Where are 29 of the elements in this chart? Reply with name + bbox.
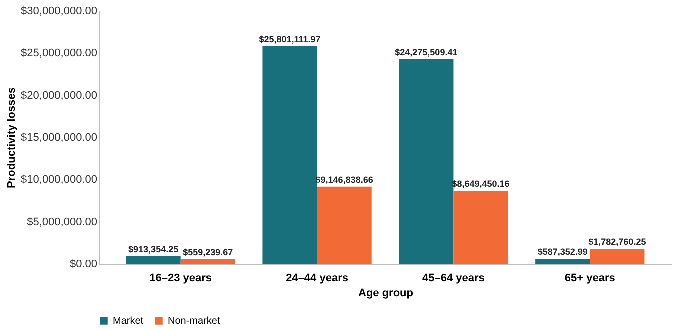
x-tick-label: 16–23 years [150,272,212,284]
y-tick-label: $10,000,000.00 [21,174,98,186]
y-tick-label: $15,000,000.00 [21,132,98,144]
data-label: $1,782,760.25 [588,236,646,247]
y-tick-label: $0.00 [70,258,98,270]
x-axis-title: Age group [358,288,414,300]
y-tick-label: $20,000,000.00 [21,90,98,102]
x-tick-label: 45–64 years [422,272,485,284]
data-label: $913,354.25 [128,244,179,254]
y-tick-label: $30,000,000.00 [21,6,98,18]
bar [536,259,590,264]
y-tick-label: $5,000,000.00 [27,216,98,228]
bar [126,256,181,264]
y-tick-label: $25,000,000.00 [21,48,98,60]
x-tick-label: 65+ years [564,272,616,284]
legend-label: Market [113,316,144,327]
y-axis-title: Productivity losses [6,88,18,188]
legend-label: Non-market [168,316,220,327]
data-label: $587,352.99 [538,247,588,258]
bar [317,186,372,264]
data-label: $24,275,509.41 [395,47,458,58]
data-label: $559,239.67 [183,247,234,258]
data-label: $25,801,111.97 [259,34,321,44]
bar [180,259,236,264]
bar [262,46,318,264]
bar [590,248,645,264]
bar [399,59,454,264]
x-tick-label: 24–44 years [286,272,348,284]
bar [454,191,508,264]
